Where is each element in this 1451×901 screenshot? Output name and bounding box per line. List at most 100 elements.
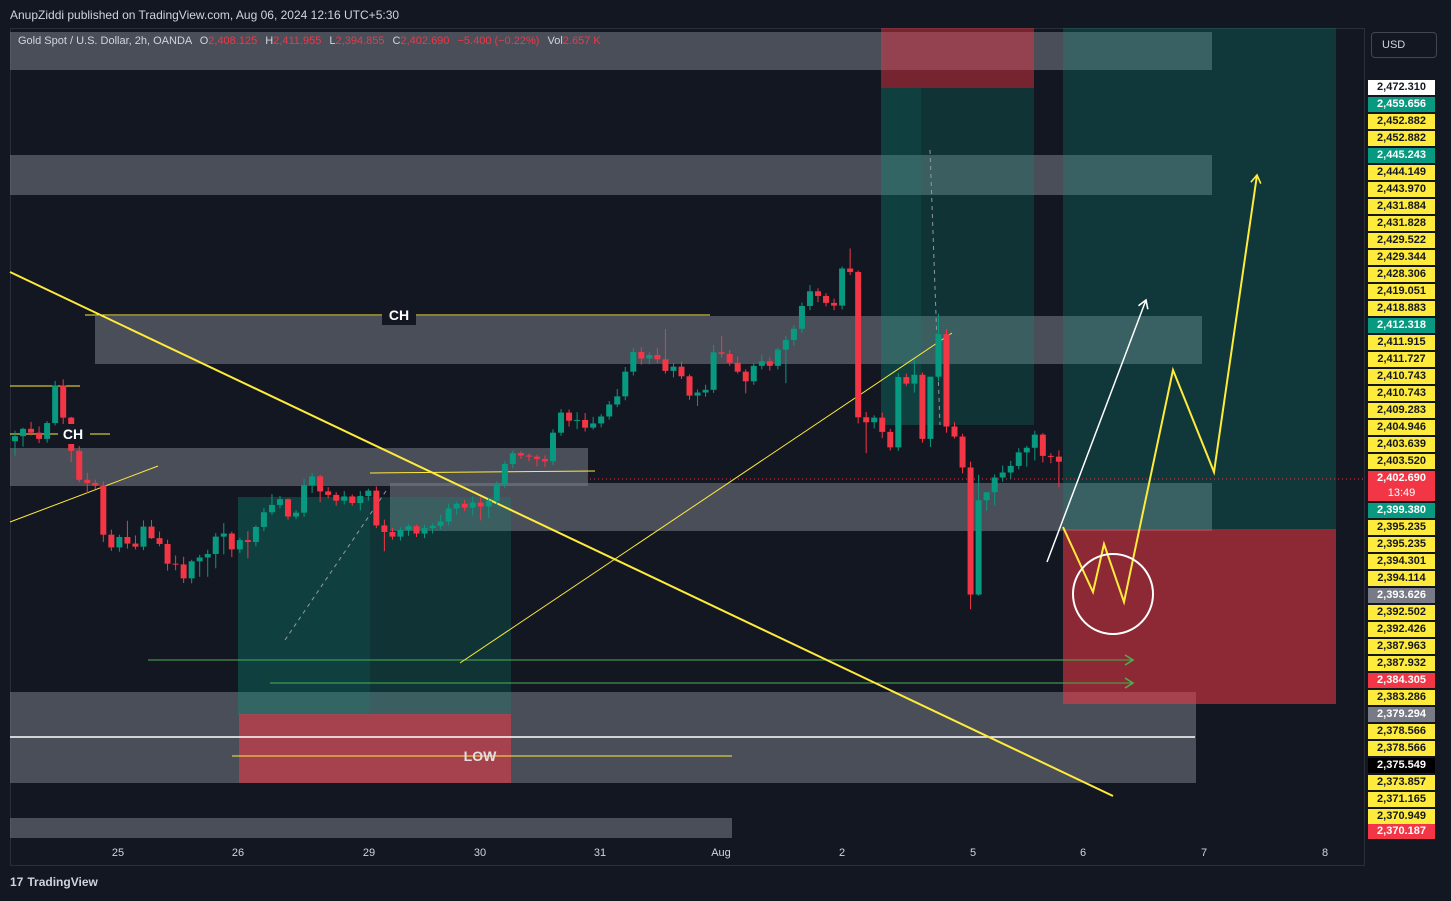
candle-body: [477, 502, 484, 507]
candle-body: [726, 353, 733, 363]
candle-body: [212, 536, 219, 555]
candle-body: [389, 531, 396, 537]
candle-body: [60, 385, 67, 418]
candle-body: [349, 496, 356, 504]
candle-body: [758, 361, 765, 366]
candle-body: [52, 385, 59, 424]
candle-body: [1023, 447, 1030, 453]
candle-body: [839, 268, 846, 306]
candle-body: [782, 339, 789, 350]
candle-body: [116, 537, 123, 548]
price-axis-label: 2,419.051: [1368, 284, 1435, 299]
price-axis-label: 2,403.639: [1368, 437, 1435, 452]
candle-body: [710, 352, 717, 390]
price-axis-label: 2,411.727: [1368, 352, 1435, 367]
short-position-profit: [881, 88, 1034, 425]
price-axis-label: 2,410.743: [1368, 386, 1435, 401]
candle-body: [285, 499, 292, 517]
candle-body: [325, 491, 332, 495]
footer-branding[interactable]: 17 TradingView: [10, 875, 98, 889]
candle-body: [236, 540, 243, 550]
candle-body: [461, 503, 468, 508]
candle-body: [887, 431, 894, 448]
candle-body: [734, 362, 741, 372]
price-axis-label: 2,395.235: [1368, 520, 1435, 535]
candle-body: [180, 564, 187, 579]
candle-body: [172, 563, 179, 565]
price-axis-label: 2,410.743: [1368, 369, 1435, 384]
candle-body: [260, 512, 267, 527]
candle-body: [951, 426, 958, 437]
ch-left-label: CH: [63, 426, 83, 442]
price-axis-label: 2,383.286: [1368, 690, 1435, 705]
price-axis-label: 2,378.566: [1368, 741, 1435, 756]
price-axis-label: 2,443.970: [1368, 182, 1435, 197]
price-axis-label: 2,445.243: [1368, 148, 1435, 163]
price-axis-label: 2,370.187: [1368, 824, 1435, 839]
candle-body: [301, 485, 308, 513]
long-position-stop: [239, 714, 511, 783]
candle-body: [678, 366, 685, 377]
legend-symbol[interactable]: Gold Spot / U.S. Dollar, 2h, OANDA: [18, 35, 192, 47]
top-bar: AnupZiddi published on TradingView.com, …: [0, 0, 1451, 28]
legend-open: 2,408.125: [208, 35, 258, 47]
price-axis-label: 2,392.502: [1368, 605, 1435, 620]
price-axis-label: 2,429.522: [1368, 233, 1435, 248]
candle-body: [36, 432, 43, 439]
candle-body: [405, 526, 412, 531]
candle-body: [983, 492, 990, 501]
time-axis-label: 2: [839, 847, 845, 859]
candle-body: [84, 479, 91, 483]
time-axis-label: 30: [474, 847, 486, 859]
candle-body: [397, 530, 404, 537]
candle-body: [702, 389, 709, 393]
ch-label-bg: [382, 305, 416, 325]
candle-body: [437, 521, 444, 526]
candle-body: [196, 557, 203, 562]
price-axis-label: 2,403.520: [1368, 454, 1435, 469]
candle-body: [100, 485, 107, 535]
candle-body: [365, 490, 372, 497]
price-axis-label: 2,412.318: [1368, 318, 1435, 333]
time-axis-label: 8: [1322, 847, 1328, 859]
candle-body: [895, 377, 902, 448]
candle-body: [863, 417, 870, 423]
currency-button[interactable]: USD: [1371, 32, 1437, 58]
price-axis-label: 2,472.310: [1368, 80, 1435, 95]
candle-body: [373, 490, 380, 526]
candle-body: [12, 436, 18, 442]
legend-volume-label: Vol: [547, 35, 563, 47]
liquidity-sweep-circle: [1072, 553, 1154, 635]
time-axis-label: 26: [232, 847, 244, 859]
candle-body: [638, 351, 645, 359]
candle-body: [999, 472, 1006, 478]
candle-body: [140, 526, 147, 547]
candle-body: [646, 355, 653, 359]
candle-body: [614, 396, 621, 405]
price-axis-label: 2,402.690 13:49: [1368, 471, 1435, 501]
candle-body: [164, 543, 171, 564]
bullish-projection-arrow: [1046, 298, 1149, 563]
price-axis-label: 2,373.857: [1368, 775, 1435, 790]
zone-rect: [390, 483, 1212, 531]
zone-rect: [10, 155, 1212, 195]
candle-body: [855, 271, 862, 418]
time-axis-label: 25: [112, 847, 124, 859]
legend-high: 2,411.955: [273, 35, 322, 47]
time-axis-label: Aug: [711, 847, 731, 859]
candle-body: [421, 528, 428, 534]
price-axis-label: 2,387.932: [1368, 656, 1435, 671]
candle-body: [1055, 456, 1062, 462]
candle-body: [357, 496, 364, 504]
symbol-legend: Gold Spot / U.S. Dollar, 2h, OANDA O2,40…: [18, 35, 601, 47]
zone-rect: [10, 32, 1212, 70]
zone-rect: [10, 448, 588, 486]
candle-body: [533, 456, 540, 459]
chart-frame[interactable]: [10, 28, 1365, 866]
price-axis-label: 2,395.235: [1368, 537, 1435, 552]
candle-body: [525, 455, 532, 457]
candle-body: [774, 349, 781, 366]
projection-dashed-2: [929, 149, 941, 426]
candle-body: [132, 543, 139, 547]
